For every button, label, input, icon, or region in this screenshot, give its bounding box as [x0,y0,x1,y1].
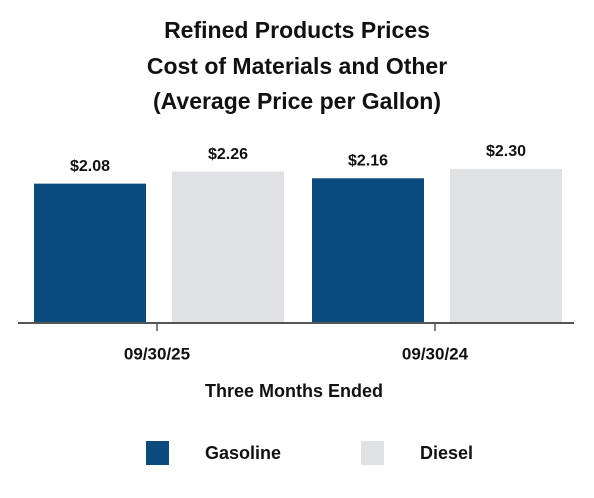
value-label: $2.30 [486,143,526,160]
legend-swatch [146,441,169,465]
x-axis-label: Three Months Ended [205,381,383,401]
value-label: $2.08 [70,158,110,175]
legend-label: Diesel [420,443,473,463]
bar [450,168,562,323]
chart-title: (Average Price per Gallon) [153,88,441,114]
legend-swatch [361,441,384,465]
chart-title: Cost of Materials and Other [147,53,447,79]
bar [34,183,146,323]
legend-label: Gasoline [205,443,281,463]
chart-title: Refined Products Prices [164,17,430,43]
x-tick-label: 09/30/25 [124,344,190,363]
bar [172,171,284,323]
value-label: $2.16 [348,152,388,169]
bar [312,178,424,323]
x-tick-label: 09/30/24 [402,344,469,363]
value-label: $2.26 [208,146,248,163]
